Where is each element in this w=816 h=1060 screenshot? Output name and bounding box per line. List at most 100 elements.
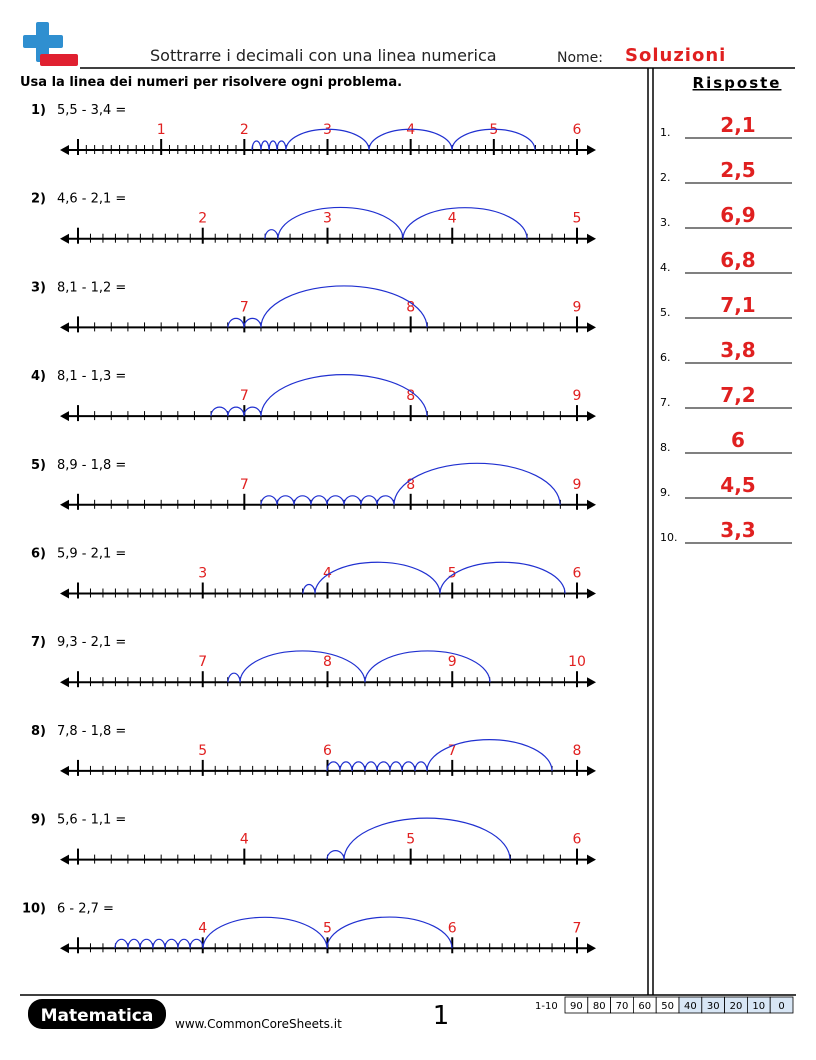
title: Sottrarre i decimali con una linea numer… — [150, 46, 497, 65]
arrow — [60, 145, 69, 155]
tick-label: 5 — [489, 122, 498, 138]
logo — [23, 22, 78, 66]
answer-number: 7. — [660, 396, 671, 409]
tick-label: 3 — [323, 122, 332, 138]
jump-arc — [276, 495, 295, 505]
jump-arc — [276, 140, 287, 151]
arrow — [60, 322, 69, 333]
answer-number: 6. — [660, 351, 671, 364]
jump-arc — [360, 495, 378, 505]
jump-arc — [260, 374, 428, 417]
jump-arc — [343, 495, 362, 505]
score: 30 — [707, 1001, 720, 1012]
jump-arc — [439, 561, 566, 594]
arrow — [60, 588, 69, 599]
score-cell — [769, 996, 794, 1014]
jump-arc — [210, 406, 229, 417]
tick-label: 2 — [198, 211, 207, 227]
arrow — [60, 765, 69, 776]
score: 10 — [752, 1001, 765, 1012]
answer-value: 3,8 — [720, 338, 755, 362]
arrow — [60, 499, 69, 510]
problem-number: 6) — [31, 547, 46, 562]
answer-value: 6,9 — [720, 203, 755, 227]
jump-arc — [139, 938, 154, 949]
jump-arc — [351, 761, 366, 771]
answer-value: 3,3 — [720, 518, 755, 542]
jump-arc — [227, 406, 245, 417]
jump-arc — [260, 285, 428, 328]
tick-label: 6 — [448, 920, 457, 936]
jump-arc — [127, 938, 141, 949]
problem-number: 10) — [22, 901, 46, 916]
jump-arc — [326, 916, 453, 949]
problem-expression: 5,5 - 3,4 = — [57, 103, 126, 118]
tick-label: 4 — [448, 211, 457, 227]
jump-arc — [339, 761, 353, 771]
problem-number: 8) — [31, 724, 46, 739]
answer-number: 2. — [660, 171, 671, 184]
score: 90 — [570, 1001, 583, 1012]
jump-arc — [277, 206, 404, 239]
tick-label: 6 — [323, 743, 332, 759]
arrow — [60, 233, 69, 244]
jump-arc — [243, 317, 262, 328]
problem-expression: 8,9 - 1,8 = — [57, 458, 126, 473]
arrow — [587, 588, 596, 599]
score: 0 — [778, 1001, 784, 1012]
tick-label: 1 — [157, 122, 166, 138]
problem-number: 7) — [31, 635, 46, 650]
tick-label: 6 — [573, 122, 582, 138]
tick-label: 7 — [573, 920, 582, 936]
problem-number: 5) — [31, 458, 46, 473]
answer-number: 10. — [660, 531, 678, 544]
name-label: Nome: — [557, 50, 603, 66]
jump-arc — [264, 229, 279, 239]
answer-value: 7,2 — [720, 383, 755, 407]
score: 20 — [730, 1001, 743, 1012]
tick-label: 8 — [573, 743, 582, 759]
tick-label: 3 — [198, 566, 207, 582]
jump-arc — [293, 495, 312, 505]
tick-label: 5 — [198, 743, 207, 759]
content: 1) 5,5 - 3,4 = 1 2 3 4 5 6 2) 4,6 - 2,1 = 2 3 4 5 3) 8,… — [22, 103, 794, 1014]
jump-arc — [426, 739, 553, 771]
instructions: Usa la linea dei numeri per risolvere og… — [20, 75, 402, 90]
score: 40 — [684, 1001, 697, 1012]
score-range: 1-10 — [535, 1001, 558, 1012]
problem-number: 1) — [31, 103, 46, 118]
tick-label: 5 — [406, 832, 415, 848]
arrow — [587, 145, 596, 155]
answer-number: 4. — [660, 261, 671, 274]
answer-number: 5. — [660, 306, 671, 319]
jump-arc — [268, 140, 278, 151]
jump-arc — [393, 462, 561, 505]
jump-arc — [260, 495, 278, 505]
arrow — [60, 677, 69, 688]
jump-arc — [364, 761, 378, 771]
tick-label: 7 — [240, 388, 249, 404]
tick-label: 4 — [240, 832, 249, 848]
problem-expression: 5,6 - 1,1 = — [57, 813, 126, 828]
jump-arc — [260, 140, 270, 151]
problem-number: 2) — [31, 192, 46, 207]
answer-number: 3. — [660, 216, 671, 229]
answer-value: 2,1 — [720, 113, 755, 137]
tick-label: 7 — [240, 477, 249, 493]
problem-number: 4) — [31, 369, 46, 384]
tick-label: 7 — [448, 743, 457, 759]
jump-arc — [152, 938, 166, 949]
answer-number: 1. — [660, 126, 671, 139]
answer-number: 8. — [660, 441, 671, 454]
tick-label: 4 — [323, 566, 332, 582]
url: www.CommonCoreSheets.it — [175, 1017, 342, 1031]
problem-expression: 9,3 - 2,1 = — [57, 635, 126, 650]
jump-arc — [402, 207, 528, 239]
problem-expression: 4,6 - 2,1 = — [57, 192, 126, 207]
problem-expression: 5,9 - 2,1 = — [57, 547, 126, 562]
jump-arc — [227, 672, 241, 683]
jump-arc — [326, 850, 345, 860]
jump-arc — [285, 128, 370, 151]
jump-arc — [376, 761, 391, 771]
